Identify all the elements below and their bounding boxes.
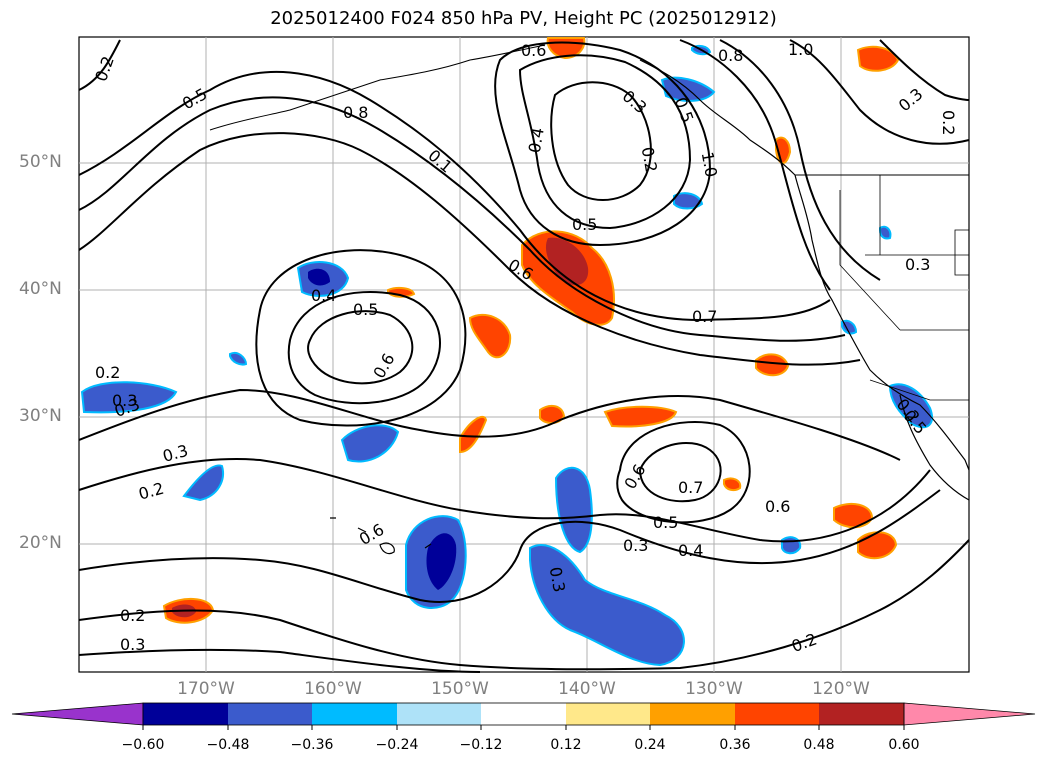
- colorbar-cell: [481, 703, 566, 725]
- colorbar-cell: [735, 703, 819, 725]
- colorbar-cell: [650, 703, 735, 725]
- colorbar-tick-label: −0.36: [290, 737, 334, 753]
- pv-anomaly-positive: [755, 353, 790, 377]
- pv-anomaly-negative: [182, 464, 224, 502]
- colorbar-tick-label: −0.12: [459, 737, 503, 753]
- colorbar: [11, 702, 1036, 730]
- lat-label: 40°N: [19, 279, 62, 299]
- colorbar-tick-label: 0.48: [803, 737, 835, 753]
- contour-label: 0.8: [343, 103, 368, 122]
- colorbar-cell: [228, 703, 312, 725]
- contour-label: 0.2: [95, 363, 120, 382]
- contour-label: 0.6: [521, 41, 546, 60]
- contour-label: 0.2: [638, 145, 661, 173]
- figure-title: 2025012400 F024 850 hPa PV, Height PC (2…: [270, 8, 777, 29]
- contour-label: 1.0: [698, 150, 721, 178]
- pv-anomaly-negative: [673, 192, 704, 210]
- pv-anomaly-positive: [539, 404, 566, 424]
- lon-label: 170°W: [177, 679, 235, 699]
- contour-label: 0.3: [623, 536, 648, 555]
- colorbar-cell: [397, 703, 481, 725]
- colorbar-tick-label: −0.48: [206, 737, 250, 753]
- colorbar-cell: [819, 703, 904, 725]
- lon-label: 150°W: [431, 679, 489, 699]
- coastlines: [209, 44, 970, 555]
- pv-anomaly-negative: [529, 544, 685, 667]
- lon-label: 140°W: [558, 679, 616, 699]
- contour-label: 0.5: [353, 300, 378, 319]
- colorbar-cell: [143, 703, 228, 725]
- pv-anomaly-positive: [459, 415, 488, 454]
- lat-label: 30°N: [19, 406, 62, 426]
- pv-anomaly-positive: [833, 502, 874, 529]
- colorbar-tick-label: 0.36: [719, 737, 751, 753]
- map-frame: [78, 36, 970, 673]
- pv-anomaly-core: [426, 533, 457, 590]
- pv-anomaly-negative: [841, 319, 858, 335]
- contour-label: 0.3: [905, 255, 930, 274]
- colorbar-tick-label: 0.12: [550, 737, 582, 753]
- lon-label: 120°W: [812, 679, 870, 699]
- contour-label: 1.0: [788, 40, 813, 59]
- pv-anomaly-positive: [468, 313, 512, 359]
- colorbar-tick-label: 0.60: [888, 737, 920, 753]
- contour-label: 0.4: [525, 126, 548, 154]
- pv-anomaly-negative: [340, 424, 400, 463]
- pv-anomaly-positive: [857, 531, 898, 560]
- contour-label: 0.5: [572, 215, 597, 234]
- contour-label: 0.4: [678, 541, 703, 560]
- contour-label: 0.5: [653, 513, 678, 532]
- contour-label: 0.4: [311, 286, 336, 305]
- height-contours: [78, 39, 970, 673]
- colorbar-tick-label: −0.24: [375, 737, 419, 753]
- colorbar-cell: [566, 703, 650, 725]
- contour-label: 0.3: [120, 635, 145, 654]
- pv-anomaly-negative: [781, 536, 802, 555]
- contour-label: 0.7: [692, 307, 717, 326]
- contour-label: 0.8: [718, 46, 743, 65]
- pv-anomaly-positive: [723, 477, 742, 492]
- contour-label: 0.7: [678, 478, 703, 497]
- pv-anomaly-core: [308, 268, 330, 286]
- contour-label: 0.3: [546, 565, 569, 593]
- lat-label: 50°N: [19, 152, 62, 172]
- contour-label: 0.6: [765, 497, 790, 516]
- colorbar-tick-label: 0.24: [634, 737, 666, 753]
- lat-label: 20°N: [19, 533, 62, 553]
- pv-anomaly-negative: [879, 225, 892, 240]
- pv-anomaly-negative: [554, 466, 593, 554]
- colorbar-cell: [312, 703, 397, 725]
- pv-anomaly-negative: [80, 381, 178, 414]
- colorbar-extend-high: [903, 702, 1036, 726]
- pv-anomaly-positive: [856, 45, 900, 72]
- pv-anomaly-positive: [603, 405, 678, 428]
- contour-label: 0.2: [120, 606, 145, 625]
- lon-label: 130°W: [685, 679, 743, 699]
- pv-anomaly-negative: [229, 352, 248, 366]
- colorbar-tick-label: −0.60: [121, 737, 165, 753]
- lon-label: 160°W: [304, 679, 362, 699]
- contour-label: 0.2: [939, 110, 958, 135]
- colorbar-extend-low: [11, 702, 144, 726]
- contour-label: 0.3: [112, 391, 137, 410]
- pv-anomaly-core: [545, 237, 589, 286]
